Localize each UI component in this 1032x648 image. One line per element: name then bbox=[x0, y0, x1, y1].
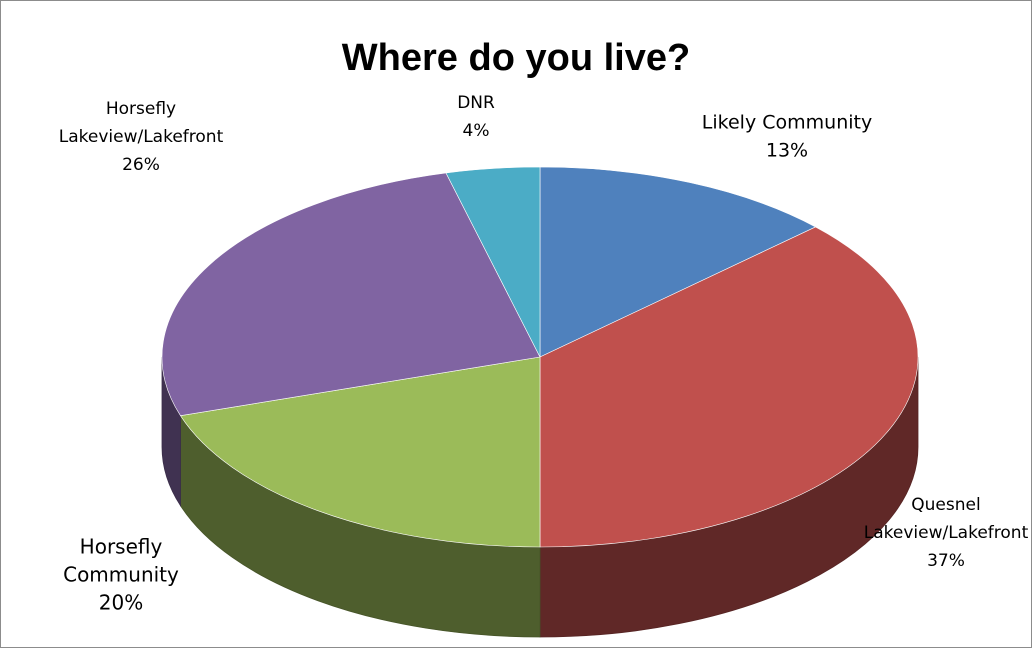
pie-slice-3 bbox=[179, 356, 541, 548]
slice-category-label: Lakeview/Lakefront bbox=[864, 523, 1029, 543]
slice-category-label: Lakeview/Lakefront bbox=[59, 127, 224, 147]
slice-label-5: DNR 4% bbox=[457, 93, 495, 141]
slice-label-4: Horsefly Lakeview/Lakefront 26% bbox=[59, 99, 224, 175]
slice-percent-label: 20% bbox=[99, 591, 143, 615]
slice-percent-label: 26% bbox=[122, 155, 160, 175]
slice-category-label: DNR bbox=[457, 93, 495, 113]
slice-label-3: Horsefly Community 20% bbox=[63, 535, 179, 615]
pie-slice-2 bbox=[539, 226, 919, 548]
chart-title: Where do you live? bbox=[341, 37, 691, 79]
slice-category-label: Quesnel bbox=[911, 495, 980, 515]
slice-percent-label: 13% bbox=[766, 140, 808, 162]
pie-slice-5 bbox=[445, 166, 541, 358]
slice-category-label: Community bbox=[63, 563, 179, 587]
slice-category-label: Likely Community bbox=[702, 112, 872, 134]
pie-slice-1 bbox=[539, 166, 817, 358]
slice-category-label: Horsefly bbox=[106, 99, 176, 119]
pie-slice-4 bbox=[161, 172, 541, 417]
slice-label-2: Quesnel Lakeview/Lakefront 37% bbox=[864, 495, 1029, 571]
slice-category-label: Horsefly bbox=[80, 535, 163, 559]
slice-label-1: Likely Community 13% bbox=[702, 112, 872, 162]
slice-percent-label: 37% bbox=[927, 551, 965, 571]
slice-percent-label: 4% bbox=[463, 121, 490, 141]
